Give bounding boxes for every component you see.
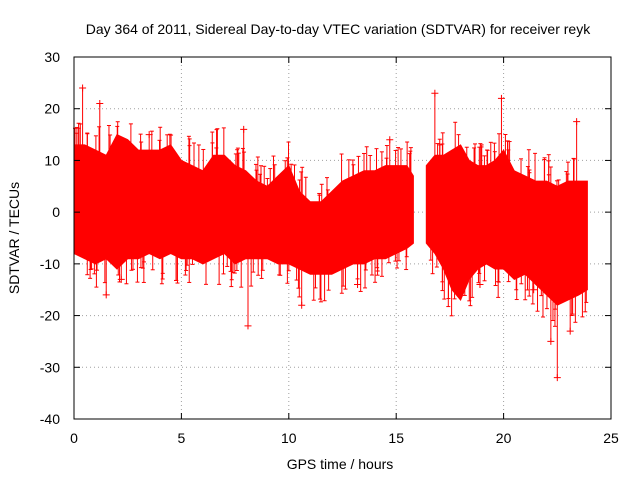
outlier-point xyxy=(566,327,574,335)
outlier-point xyxy=(145,131,153,139)
axis-ticks xyxy=(73,56,612,420)
outlier-point xyxy=(244,322,252,330)
y-tick-label: -20 xyxy=(40,308,60,324)
outlier-point xyxy=(497,94,505,102)
outlier-point xyxy=(96,100,104,108)
x-tick-label: 15 xyxy=(388,430,404,446)
y-tick-label: -30 xyxy=(40,359,60,375)
outlier-point xyxy=(386,136,394,144)
y-tick-label: 30 xyxy=(44,49,60,65)
plot-frame xyxy=(73,56,612,420)
y-tick-label: 10 xyxy=(44,152,60,168)
outlier-point xyxy=(102,291,110,299)
x-tick-label: 0 xyxy=(70,430,78,446)
outlier-point xyxy=(431,89,439,97)
x-tick-labels: 0 5 10 15 20 25 xyxy=(70,430,619,446)
outlier-point xyxy=(530,286,538,294)
data-band xyxy=(73,133,414,275)
outlier-point xyxy=(298,301,306,309)
y-tick-label: 0 xyxy=(52,204,60,220)
x-tick-label: 5 xyxy=(178,430,186,446)
chart-title: Day 364 of 2011, Sidereal Day-to-day VTE… xyxy=(86,21,591,37)
data-points xyxy=(73,84,589,382)
y-tick-label: -10 xyxy=(40,256,60,272)
y-tick-label: 20 xyxy=(44,101,60,117)
x-axis-label: GPS time / hours xyxy=(287,456,394,472)
y-axis-label: SDTVAR / TECUs xyxy=(6,182,22,294)
y-tick-labels: -40 -30 -20 -10 0 10 20 30 xyxy=(40,49,60,427)
y-tick-label: -40 xyxy=(40,411,60,427)
outlier-point xyxy=(553,374,561,382)
outlier-point xyxy=(240,125,248,133)
x-tick-label: 25 xyxy=(603,430,619,446)
outlier-point xyxy=(547,337,555,345)
outlier-point xyxy=(79,84,87,92)
outlier-point xyxy=(117,275,125,283)
outlier-point xyxy=(476,281,484,289)
outlier-point xyxy=(573,118,581,126)
outlier-point xyxy=(354,281,362,289)
x-tick-label: 10 xyxy=(281,430,297,446)
x-tick-label: 20 xyxy=(496,430,512,446)
